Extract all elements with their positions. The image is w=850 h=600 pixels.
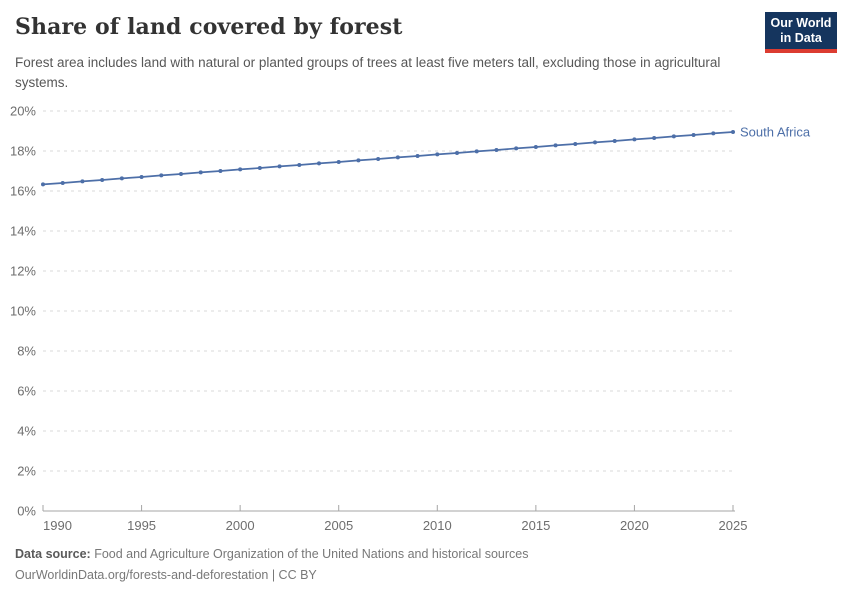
data-point[interactable]: [119, 176, 124, 181]
data-point[interactable]: [376, 157, 381, 161]
data-point[interactable]: [435, 152, 440, 157]
data-point[interactable]: [494, 148, 499, 152]
data-point[interactable]: [395, 155, 400, 160]
page-title: Share of land covered by forest: [15, 14, 403, 40]
x-axis-label: 1990: [43, 518, 72, 533]
data-point[interactable]: [474, 149, 479, 154]
y-axis-label: 16%: [10, 184, 36, 199]
data-point[interactable]: [336, 160, 341, 164]
data-point[interactable]: [573, 142, 578, 146]
data-source-line: Data source: Food and Agriculture Organi…: [15, 544, 835, 565]
data-point[interactable]: [218, 169, 223, 173]
owid-logo[interactable]: Our World in Data: [765, 12, 837, 53]
x-axis-label: 2020: [620, 518, 649, 533]
y-axis-label: 10%: [10, 304, 36, 319]
y-axis-label: 4%: [17, 424, 36, 439]
chart-subtitle: Forest area includes land with natural o…: [15, 55, 721, 90]
data-point[interactable]: [238, 167, 243, 172]
x-axis-label: 2015: [521, 518, 550, 533]
data-point[interactable]: [41, 182, 45, 187]
data-point[interactable]: [731, 130, 735, 134]
data-point[interactable]: [612, 139, 617, 143]
footer-link[interactable]: OurWorldinData.org/forests-and-deforesta…: [15, 568, 317, 582]
data-point[interactable]: [711, 131, 716, 136]
data-point[interactable]: [593, 140, 597, 145]
data-point[interactable]: [691, 133, 696, 137]
y-axis-label: 12%: [10, 264, 36, 279]
data-point[interactable]: [297, 163, 302, 167]
y-axis-label: 20%: [10, 104, 36, 119]
logo-text-line2: in Data: [780, 31, 822, 45]
data-point[interactable]: [533, 145, 538, 149]
data-point[interactable]: [455, 151, 459, 155]
y-axis-label: 2%: [17, 464, 36, 479]
x-axis-label: 1995: [127, 518, 156, 533]
y-axis-label: 18%: [10, 144, 36, 159]
logo-text-line1: Our World: [770, 16, 832, 30]
data-point[interactable]: [553, 143, 558, 148]
x-axis-label: 2010: [423, 518, 452, 533]
x-axis-label: 2000: [226, 518, 255, 533]
y-axis-label: 8%: [17, 344, 36, 359]
y-axis-label: 6%: [17, 384, 36, 399]
data-point[interactable]: [179, 172, 183, 176]
data-point[interactable]: [671, 134, 676, 139]
data-source-label: Data source:: [15, 547, 91, 561]
data-point[interactable]: [159, 173, 164, 178]
chart-footer: Data source: Food and Agriculture Organi…: [15, 544, 835, 586]
data-point[interactable]: [652, 136, 657, 140]
data-source-text: Food and Agriculture Organization of the…: [94, 547, 529, 561]
data-point[interactable]: [100, 178, 105, 182]
y-axis-label: 14%: [10, 224, 36, 239]
data-point[interactable]: [60, 181, 65, 185]
data-point[interactable]: [277, 164, 282, 169]
data-point[interactable]: [514, 146, 519, 151]
data-point[interactable]: [317, 161, 321, 166]
data-point[interactable]: [632, 137, 637, 142]
x-axis-label: 2025: [719, 518, 748, 533]
y-axis-label: 0%: [17, 504, 36, 519]
series-line-south-africa[interactable]: [42, 131, 734, 186]
data-point[interactable]: [80, 179, 85, 184]
data-point[interactable]: [356, 158, 361, 163]
data-point[interactable]: [415, 154, 420, 158]
data-point[interactable]: [198, 170, 203, 175]
series-label-south-africa[interactable]: South Africa: [740, 125, 811, 140]
data-point[interactable]: [139, 175, 144, 179]
x-axis-label: 2005: [324, 518, 353, 533]
line-chart[interactable]: 0% 2% 4% 6% 8% 10% 12% 14% 16% 18% 20% 1990 1995 2000…: [0, 95, 850, 543]
data-point[interactable]: [257, 166, 262, 170]
